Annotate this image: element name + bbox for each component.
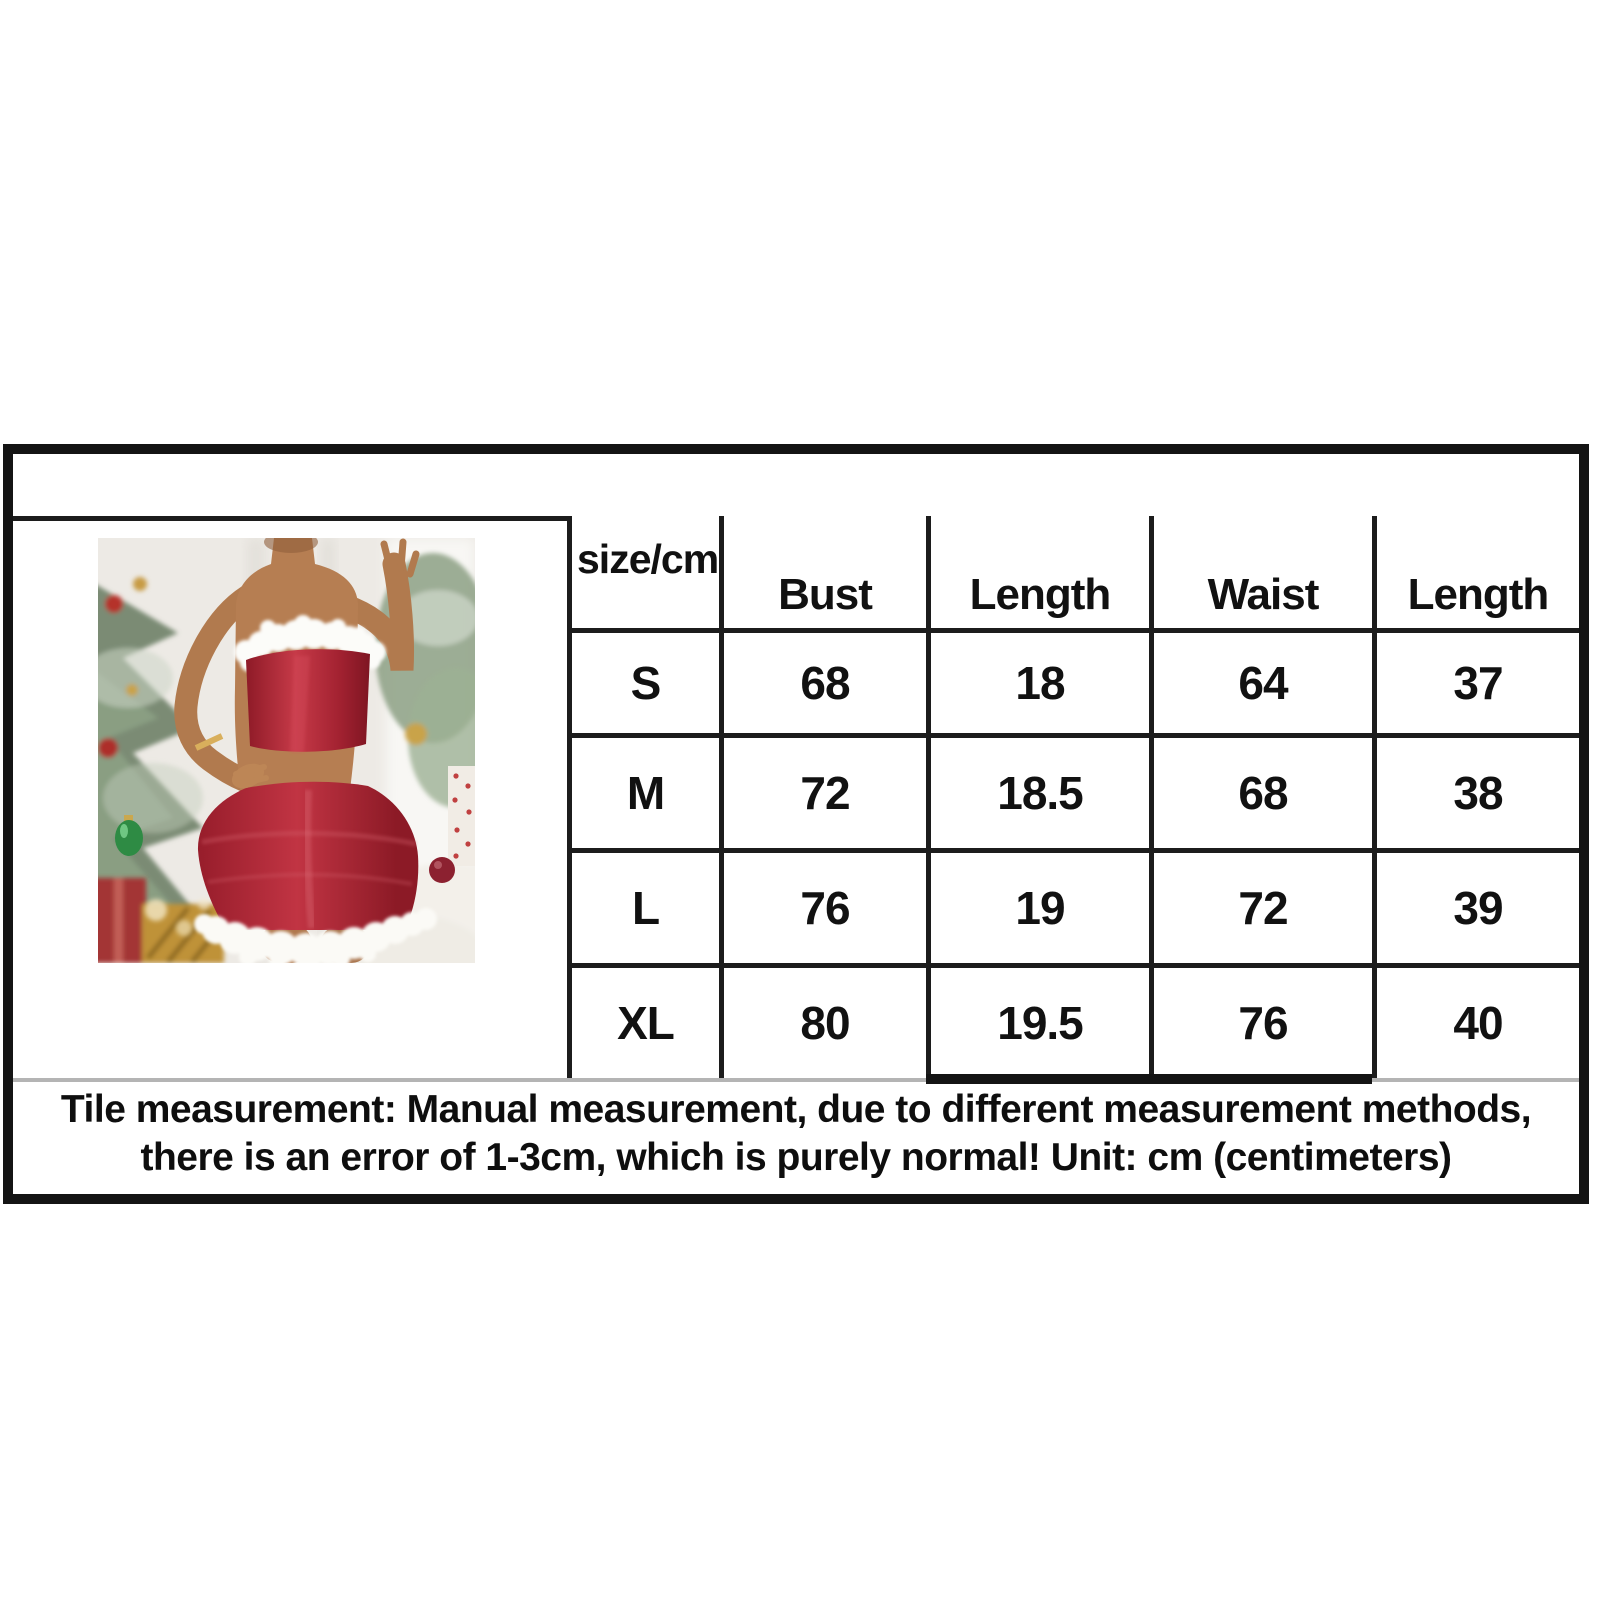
- column-header-length2: Length: [1372, 516, 1579, 628]
- size-label: L: [567, 848, 719, 963]
- table-bottom-border-segment: [926, 1074, 1372, 1084]
- table-value: 80: [719, 963, 926, 1078]
- table-value: 68: [1149, 733, 1372, 848]
- table-value: 38: [1372, 733, 1579, 848]
- table-value: 40: [1372, 963, 1579, 1078]
- photo-frame: [98, 538, 475, 963]
- gold-bracelet: [194, 733, 224, 751]
- size-label: XL: [567, 963, 719, 1078]
- table-value: 76: [719, 848, 926, 963]
- table-value: 37: [1372, 628, 1579, 733]
- size-table: size/cm Bust Length Waist Length S 68 18…: [567, 516, 1579, 1078]
- green-ornament: [115, 815, 143, 856]
- table-value: 76: [1149, 963, 1372, 1078]
- product-photo: [98, 538, 475, 963]
- size-label: S: [567, 628, 719, 733]
- arm-on-hip: [174, 584, 260, 793]
- column-header-waist: Waist: [1149, 516, 1372, 628]
- dark-red-ornament: [429, 857, 455, 883]
- column-header-length: Length: [926, 516, 1149, 628]
- table-value: 72: [719, 733, 926, 848]
- table-value: 72: [1149, 848, 1372, 963]
- measurement-note: Tile measurement: Manual measurement, du…: [13, 1086, 1579, 1182]
- table-value: 39: [1372, 848, 1579, 963]
- size-label: M: [567, 733, 719, 848]
- bokeh-lights: [145, 898, 210, 936]
- polka-dot-fabric: [429, 766, 475, 883]
- hand-on-hip: [231, 763, 269, 789]
- table-value: 68: [719, 628, 926, 733]
- red-bandeau-top: [246, 649, 370, 752]
- table-value: 64: [1149, 628, 1372, 733]
- chart-border-box: size/cm Bust Length Waist Length S 68 18…: [3, 444, 1589, 1204]
- fur-trim-hem: [194, 908, 437, 963]
- table-value: 18: [926, 628, 1149, 733]
- measurement-note-line1: Tile measurement: Manual measurement, du…: [60, 1088, 1532, 1131]
- measurement-note-line2: there is an error of 1-3cm, which is pur…: [140, 1136, 1452, 1179]
- table-value: 19.5: [926, 963, 1149, 1078]
- fur-trim-top: [234, 615, 386, 672]
- column-header-bust: Bust: [719, 516, 926, 628]
- table-value: 18.5: [926, 733, 1149, 848]
- model: [174, 538, 437, 963]
- table-corner-label: size/cm: [567, 516, 719, 628]
- table-value: 19: [926, 848, 1149, 963]
- chin-shadow: [264, 538, 318, 553]
- empty-top-band: [13, 454, 1579, 516]
- raised-hand-fingers: [380, 538, 420, 578]
- raised-arm: [334, 552, 415, 672]
- table-bottom-divider: [13, 1078, 1579, 1082]
